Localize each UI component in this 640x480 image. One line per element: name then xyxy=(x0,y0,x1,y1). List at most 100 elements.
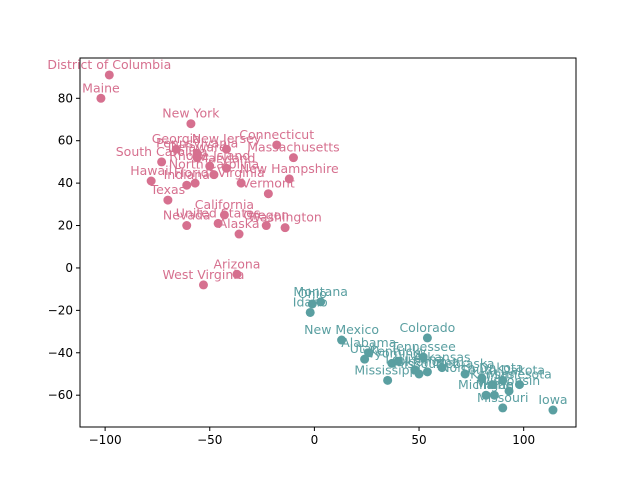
data-point xyxy=(146,176,156,186)
data-point xyxy=(422,367,432,377)
data-label: Hawaii xyxy=(130,163,172,178)
y-tick-label: −60 xyxy=(48,388,73,402)
data-label: Wisconsin xyxy=(478,373,540,388)
data-point xyxy=(272,140,282,150)
data-point xyxy=(236,178,246,188)
data-point xyxy=(186,119,196,129)
data-point xyxy=(498,375,508,385)
data-point xyxy=(387,358,397,368)
data-point xyxy=(261,221,271,231)
data-point xyxy=(504,386,514,396)
data-point xyxy=(234,229,244,239)
data-point xyxy=(209,170,219,180)
data-label: Montana xyxy=(293,284,348,299)
data-label: United States xyxy=(176,205,261,220)
data-label: District of Columbia xyxy=(47,57,171,72)
data-point xyxy=(96,93,106,103)
data-label: Louisiana xyxy=(385,352,444,367)
data-point xyxy=(360,354,370,364)
data-point xyxy=(383,375,393,385)
data-label: Utah xyxy=(350,341,380,356)
data-label: Michigan xyxy=(458,377,514,392)
data-point xyxy=(163,195,173,205)
data-point xyxy=(337,335,347,345)
data-point xyxy=(307,299,317,309)
data-label: Virginia xyxy=(218,165,265,180)
data-label: Florida xyxy=(174,165,217,180)
data-label: North Carolina xyxy=(169,157,259,172)
data-point xyxy=(422,333,432,343)
data-label: Connecticut xyxy=(239,127,314,142)
data-point xyxy=(481,390,491,400)
data-label: Idaho xyxy=(293,294,328,309)
data-label: Rhode Island xyxy=(169,148,250,163)
data-label: Delaware xyxy=(168,140,227,155)
data-label: Iowa xyxy=(538,392,567,407)
data-label: Pennsylvania xyxy=(156,135,238,150)
data-label: Massachusetts xyxy=(247,140,339,155)
data-label: New Mexico xyxy=(304,322,379,337)
data-label: Missouri xyxy=(393,356,444,371)
data-label: Vermont xyxy=(242,176,295,191)
data-label: California xyxy=(195,197,254,212)
data-point xyxy=(487,380,497,390)
data-point xyxy=(364,348,374,358)
data-point xyxy=(205,161,215,171)
data-label: South Dakota xyxy=(460,362,545,377)
data-labels: District of Columbia Maine New York Georgia… xyxy=(47,57,567,407)
data-point xyxy=(414,369,424,379)
data-label: Alaska xyxy=(219,216,260,231)
y-tick-label: −20 xyxy=(48,303,73,317)
data-point xyxy=(305,307,315,317)
data-point xyxy=(157,157,167,167)
data-label: Nevada xyxy=(163,208,211,223)
data-label: Kansas xyxy=(470,367,514,382)
x-tick-label: 0 xyxy=(311,433,319,447)
x-axis: −100 −50 0 50 100 xyxy=(89,427,535,447)
data-point xyxy=(171,144,181,154)
data-label: New Jersey xyxy=(192,131,262,146)
data-point xyxy=(221,163,231,173)
data-point xyxy=(198,280,208,290)
data-label: Texas xyxy=(150,182,186,197)
y-tick-label: 60 xyxy=(58,134,73,148)
data-point xyxy=(182,221,192,231)
data-label: Colorado xyxy=(399,320,455,335)
data-label: Mississippi xyxy=(354,362,421,377)
data-point xyxy=(288,153,298,163)
data-point xyxy=(213,218,223,228)
data-point xyxy=(232,269,242,279)
data-label: New York xyxy=(162,106,220,121)
data-point xyxy=(418,352,428,362)
data-label: Oregon xyxy=(243,208,289,223)
data-label: Kentucky xyxy=(370,343,428,358)
data-point xyxy=(489,390,499,400)
data-label: North Dakota xyxy=(440,360,523,375)
data-label: Tennessee xyxy=(390,339,456,354)
data-label: Maine xyxy=(82,80,120,95)
data-label: Wyoming xyxy=(362,345,421,360)
data-point xyxy=(104,70,114,80)
data-label: Washington xyxy=(248,210,321,225)
data-label: Nebraska xyxy=(436,356,495,371)
data-label: Alabama xyxy=(341,335,396,350)
data-label: Minnesota xyxy=(487,367,552,382)
data-label: West Virginia xyxy=(163,267,245,282)
data-label: Ohio xyxy=(298,286,327,301)
data-label: New Hampshire xyxy=(240,161,339,176)
data-point xyxy=(192,153,202,163)
data-label: South Carolina xyxy=(116,144,208,159)
y-tick-label: 80 xyxy=(58,91,73,105)
data-point xyxy=(280,223,290,233)
data-point xyxy=(548,405,558,415)
data-point xyxy=(316,297,326,307)
x-tick-label: 100 xyxy=(512,433,535,447)
data-label: Arkansas xyxy=(414,350,471,365)
data-point xyxy=(190,178,200,188)
data-point xyxy=(284,174,294,184)
y-tick-label: −40 xyxy=(48,346,73,360)
x-tick-label: −100 xyxy=(89,433,122,447)
data-label: Maryland xyxy=(198,150,256,165)
data-label: Georgia xyxy=(152,131,201,146)
